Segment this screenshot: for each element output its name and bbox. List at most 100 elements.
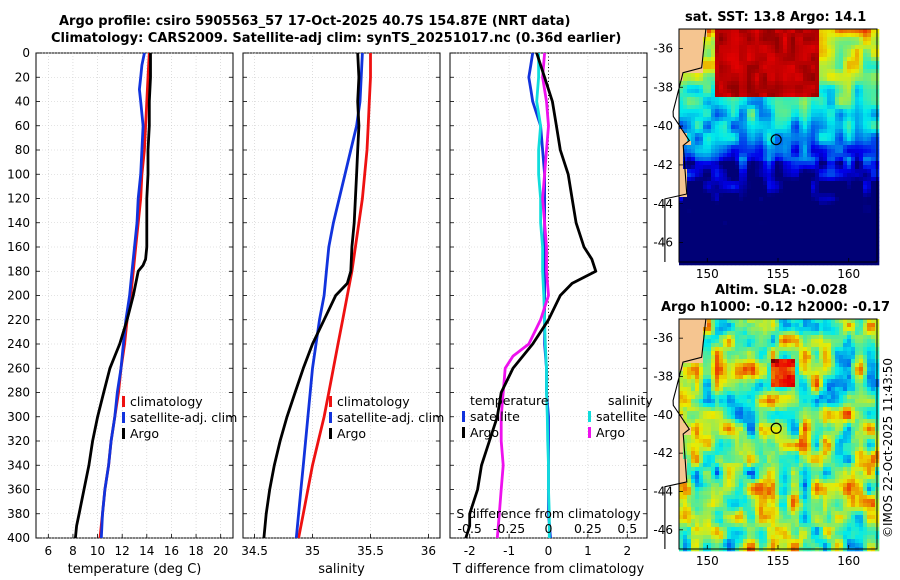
map-cell — [743, 201, 748, 206]
map-cell — [791, 105, 796, 110]
map-cell — [731, 387, 736, 392]
map-cell — [767, 157, 772, 162]
map-cell — [699, 213, 704, 218]
map-cell — [775, 89, 780, 94]
map-cell — [727, 137, 732, 142]
map-cell — [831, 241, 836, 246]
map-cell — [775, 375, 780, 380]
map-cell — [803, 53, 808, 58]
map-cell — [759, 451, 764, 456]
map-cell — [759, 423, 764, 428]
map-cell — [771, 145, 776, 150]
map-cell — [855, 233, 860, 238]
map-cell — [755, 399, 760, 404]
map-cell — [791, 101, 796, 106]
map-cell — [731, 503, 736, 508]
map-cell — [683, 85, 688, 90]
map-cell — [755, 121, 760, 126]
map-cell — [767, 57, 772, 62]
map-cell — [831, 189, 836, 194]
map-cell — [735, 157, 740, 162]
map-cell — [759, 121, 764, 126]
map-cell — [723, 165, 728, 170]
map-cell — [847, 141, 852, 146]
map-cell — [743, 511, 748, 516]
map-cell — [747, 391, 752, 396]
map-cell — [683, 233, 688, 238]
map-cell — [767, 419, 772, 424]
map-cell — [687, 379, 692, 384]
map-cell — [791, 209, 796, 214]
map-cell — [699, 257, 704, 262]
map-cell — [855, 213, 860, 218]
map-cell — [695, 141, 700, 146]
map-cell — [859, 125, 864, 130]
map-panel-sla_map: 150 155 160-36-38-40-42-44-46 — [653, 318, 880, 568]
map-cell — [827, 193, 832, 198]
map-cell — [803, 189, 808, 194]
map-cell — [735, 531, 740, 536]
map-cell — [747, 343, 752, 348]
map-cell — [771, 483, 776, 488]
map-cell — [691, 539, 696, 544]
plot-frame — [242, 52, 441, 539]
map-cell — [799, 197, 804, 202]
map-cell — [755, 335, 760, 340]
map-cell — [827, 181, 832, 186]
map-cell — [719, 519, 724, 524]
map-cell — [831, 137, 836, 142]
map-cell — [743, 327, 748, 332]
map-cell — [779, 355, 784, 360]
map-cell — [727, 161, 732, 166]
map-cell — [783, 331, 788, 336]
map-cell — [679, 33, 684, 38]
map-cell — [687, 181, 692, 186]
map-cell — [747, 543, 752, 548]
map-cell — [715, 427, 720, 432]
map-cell — [711, 185, 716, 190]
map-cell — [763, 217, 768, 222]
map-cell — [715, 375, 720, 380]
map-cell — [711, 193, 716, 198]
map-cell — [871, 57, 876, 62]
map-cell — [715, 101, 720, 106]
map-cell — [703, 495, 708, 500]
x-axis-label: T difference from climatology — [452, 562, 645, 577]
map-cell — [851, 45, 856, 50]
map-cell — [799, 181, 804, 186]
map-cell — [843, 201, 848, 206]
map-cell — [759, 57, 764, 62]
map-cell — [803, 157, 808, 162]
map-cell — [711, 157, 716, 162]
map-cell — [839, 253, 844, 258]
map-cell — [835, 201, 840, 206]
map-cell — [787, 241, 792, 246]
map-cell — [775, 253, 780, 258]
map-cell — [775, 73, 780, 78]
map-cell — [731, 41, 736, 46]
map-cell — [763, 153, 768, 158]
map-cell — [751, 331, 756, 336]
map-cell — [807, 73, 812, 78]
map-cell — [863, 113, 868, 118]
map-cell — [695, 427, 700, 432]
map-cell — [819, 173, 824, 178]
map-cell — [679, 169, 684, 174]
map-cell — [823, 37, 828, 42]
map-cell — [727, 383, 732, 388]
map-cell — [819, 109, 824, 114]
map-cell — [755, 137, 760, 142]
map-cell — [867, 33, 872, 38]
map-cell — [787, 343, 792, 348]
map-cell — [719, 511, 724, 516]
map-cell — [843, 81, 848, 86]
map-cell — [815, 165, 820, 170]
map-cell — [759, 81, 764, 86]
map-cell — [783, 467, 788, 472]
map-cell — [767, 221, 772, 226]
map-cell — [699, 97, 704, 102]
map-cell — [783, 245, 788, 250]
map-cell — [683, 427, 688, 432]
map-cell — [775, 193, 780, 198]
map-cell — [691, 423, 696, 428]
